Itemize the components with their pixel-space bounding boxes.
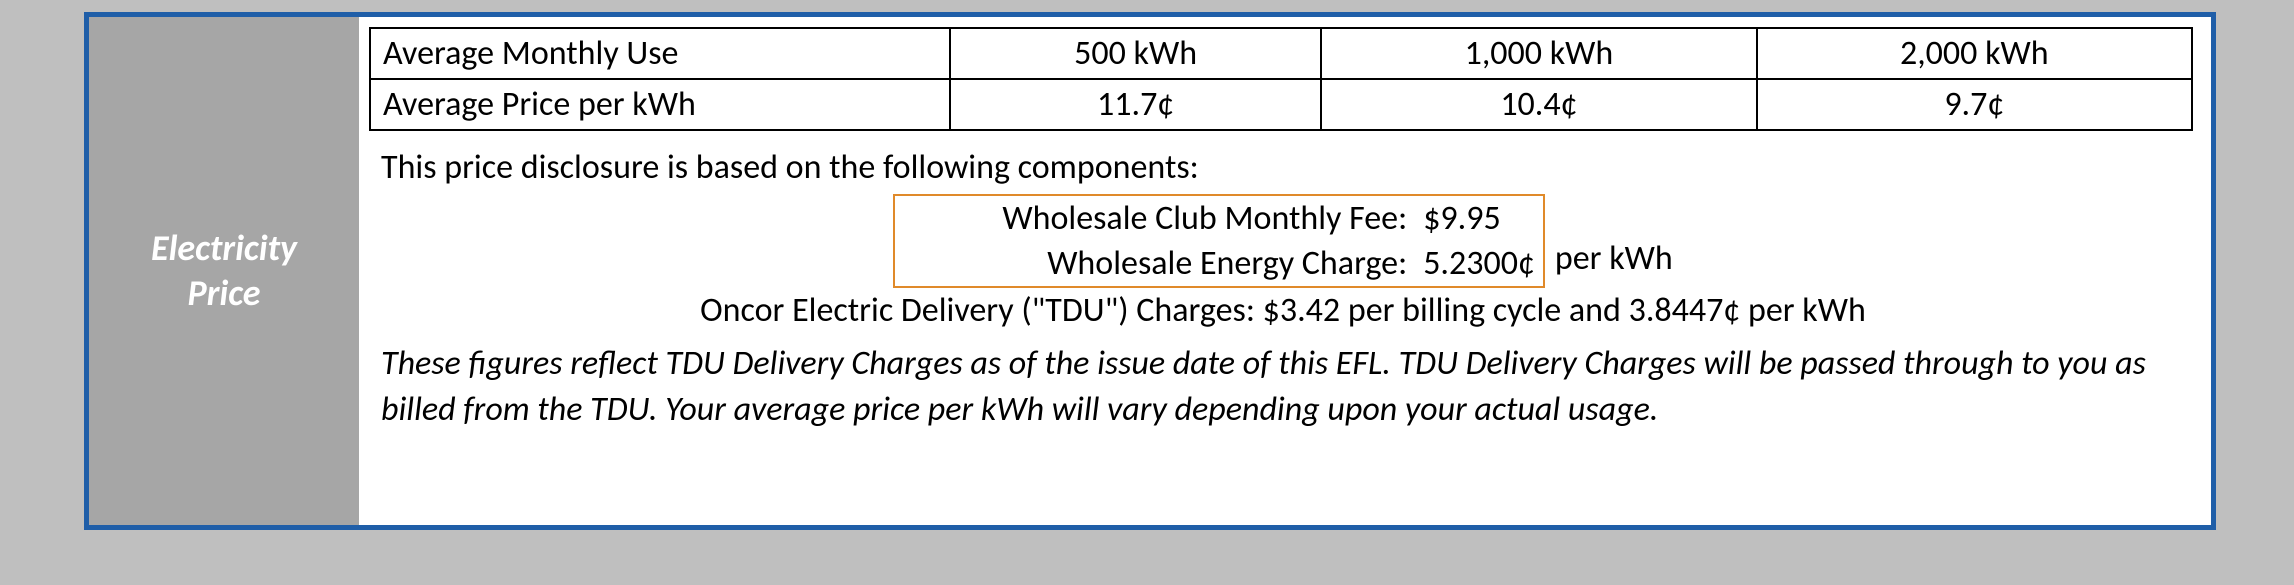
content-column: Average Monthly Use 500 kWh 1,000 kWh 2,… [359,17,2211,525]
row-header-usage: Average Monthly Use [370,28,950,79]
energy-unit: per kWh [1555,238,1673,279]
disclosure-lead: This price disclosure is based on the fo… [381,147,2185,188]
wholesale-highlight-box: Wholesale Club Monthly Fee: $9.95 Wholes… [893,194,1545,288]
tdu-line: Oncor Electric Delivery ("TDU") Charges:… [381,290,2185,331]
row-header-price: Average Price per kWh [370,79,950,130]
disclosure-footnote: These figures reflect TDU Delivery Charg… [381,341,2185,433]
wholesale-highlight-wrap: Wholesale Club Monthly Fee: $9.95 Wholes… [381,194,2185,288]
fee-label: Wholesale Club Monthly Fee: [895,196,1415,241]
section-label: Electricity Price [151,226,297,316]
section-label-line2: Price [188,271,261,315]
price-table: Average Monthly Use 500 kWh 1,000 kWh 2,… [369,27,2193,131]
energy-label: Wholesale Energy Charge: [895,241,1415,286]
usage-cell-1000: 1,000 kWh [1321,28,1756,79]
table-row: Average Monthly Use 500 kWh 1,000 kWh 2,… [370,28,2192,79]
usage-cell-500: 500 kWh [950,28,1321,79]
price-cell-1000: 10.4¢ [1321,79,1756,130]
energy-value: 5.2300¢ [1415,241,1543,286]
disclosure-block: This price disclosure is based on the fo… [369,131,2193,433]
efl-price-panel: Electricity Price Average Monthly Use 50… [84,12,2216,530]
table-row: Average Price per kWh 11.7¢ 10.4¢ 9.7¢ [370,79,2192,130]
section-label-line1: Electricity [151,226,297,270]
tdu-label: Oncor Electric Delivery ("TDU") Charges: [700,290,1255,331]
usage-cell-2000: 2,000 kWh [1757,28,2192,79]
fee-value: $9.95 [1415,196,1543,241]
price-cell-2000: 9.7¢ [1757,79,2192,130]
section-label-column: Electricity Price [89,17,359,525]
price-cell-500: 11.7¢ [950,79,1321,130]
tdu-value: $3.42 per billing cycle and 3.8447¢ per … [1263,290,1866,331]
